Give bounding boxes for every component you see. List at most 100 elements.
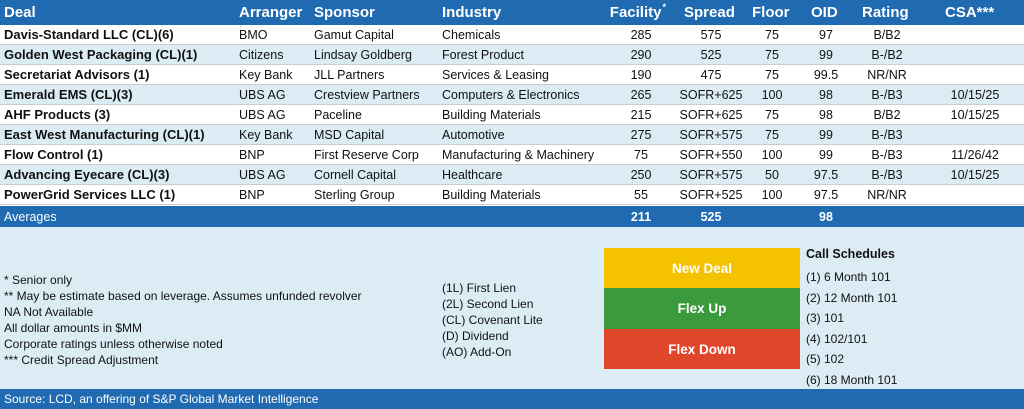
sponsor-cell: Gamut Capital (314, 27, 394, 42)
header-floor: Floor (752, 4, 790, 21)
oid-cell: 99 (819, 127, 833, 142)
industry-cell: Building Materials (442, 187, 541, 202)
call-schedule-item: (3) 101 (806, 311, 845, 325)
abbreviation: (CL) Covenant Lite (442, 313, 543, 327)
notes-panel: * Senior only ** May be estimate based o… (0, 227, 1024, 389)
arranger-cell: Citizens (239, 47, 284, 62)
averages-spread: 525 (700, 209, 722, 224)
deal-name: Golden West Packaging (CL)(1) (4, 47, 198, 62)
table-row: Golden West Packaging (CL)(1) Citizens L… (0, 45, 1024, 65)
call-schedule-item: (1) 6 Month 101 (806, 270, 891, 284)
deal-name: AHF Products (3) (4, 107, 111, 122)
floor-cell: 75 (765, 27, 779, 42)
oid-cell: 97 (819, 27, 833, 42)
spread-cell: 575 (700, 27, 722, 42)
legend-flex-down: Flex Down (604, 329, 800, 369)
floor-cell: 50 (765, 167, 779, 182)
table-row: Flow Control (1) BNP First Reserve Corp … (0, 145, 1024, 165)
rating-cell: B-/B3 (871, 127, 903, 142)
table-row: East West Manufacturing (CL)(1) Key Bank… (0, 125, 1024, 145)
csa-cell (940, 185, 1010, 204)
call-schedule-item: (6) 18 Month 101 (806, 373, 898, 387)
source-footer: Source: LCD, an offering of S&P Global M… (0, 389, 1024, 409)
csa-cell: 10/15/25 (950, 87, 1000, 102)
footnote: All dollar amounts in $MM (4, 321, 143, 335)
header-deal: Deal (4, 4, 36, 21)
rating-cell: NR/NR (867, 187, 907, 202)
facility-cell: 55 (634, 187, 648, 202)
industry-cell: Manufacturing & Machinery (442, 147, 595, 162)
table-row: Davis-Standard LLC (CL)(6) BMO Gamut Cap… (0, 25, 1024, 45)
arranger-cell: Key Bank (239, 127, 293, 142)
abbreviation: (AO) Add-On (442, 345, 512, 359)
rating-cell: B-/B3 (871, 87, 903, 102)
header-facility-mark: * (662, 1, 666, 12)
averages-facility: 211 (630, 209, 652, 224)
spread-cell: 525 (700, 47, 722, 62)
table-row: Secretariat Advisors (1) Key Bank JLL Pa… (0, 65, 1024, 85)
csa-cell (940, 65, 1010, 84)
floor-cell: 75 (765, 127, 779, 142)
spread-cell: SOFR+625 (679, 87, 743, 102)
industry-cell: Healthcare (442, 167, 503, 182)
sponsor-cell: Lindsay Goldberg (314, 47, 412, 62)
header-oid: OID (811, 4, 838, 21)
spread-cell: SOFR+550 (679, 147, 743, 162)
legend-new-deal: New Deal (604, 248, 800, 288)
industry-cell: Chemicals (442, 27, 501, 42)
industry-cell: Forest Product (442, 47, 524, 62)
averages-label: Averages (4, 209, 57, 224)
footnote: * Senior only (4, 273, 73, 287)
floor-cell: 100 (761, 87, 783, 102)
floor-cell: 100 (761, 187, 783, 202)
csa-cell: 10/15/25 (950, 167, 1000, 182)
arranger-cell: BMO (239, 27, 268, 42)
facility-cell: 250 (630, 167, 652, 182)
averages-oid: 98 (819, 209, 833, 224)
industry-cell: Automotive (442, 127, 505, 142)
table-row: AHF Products (3) UBS AG Paceline Buildin… (0, 105, 1024, 125)
abbreviation: (1L) First Lien (442, 281, 517, 295)
facility-cell: 275 (630, 127, 652, 142)
csa-cell: 10/15/25 (950, 107, 1000, 122)
csa-cell (940, 45, 1010, 64)
abbreviation: (D) Dividend (442, 329, 509, 343)
arranger-cell: Key Bank (239, 67, 293, 82)
facility-cell: 215 (630, 107, 652, 122)
deal-name: Emerald EMS (CL)(3) (4, 87, 133, 102)
rating-cell: B/B2 (873, 107, 901, 122)
oid-cell: 98 (819, 107, 833, 122)
table-row: Advancing Eyecare (CL)(3) UBS AG Cornell… (0, 165, 1024, 185)
deal-name: Secretariat Advisors (1) (4, 67, 150, 82)
spread-cell: SOFR+575 (679, 127, 743, 142)
arranger-cell: BNP (239, 147, 265, 162)
arranger-cell: BNP (239, 187, 265, 202)
spread-cell: SOFR+525 (679, 187, 743, 202)
deal-name: Flow Control (1) (4, 147, 103, 162)
header-rating: Rating (862, 4, 909, 21)
facility-cell: 265 (630, 87, 652, 102)
spread-cell: SOFR+625 (679, 107, 743, 122)
averages-row: Averages 211 525 98 (0, 206, 1024, 227)
floor-cell: 75 (765, 47, 779, 62)
facility-cell: 190 (630, 67, 652, 82)
oid-cell: 98 (819, 87, 833, 102)
oid-cell: 99.5 (813, 67, 839, 82)
header-facility: Facility * (596, 0, 666, 25)
arranger-cell: UBS AG (239, 107, 286, 122)
spread-cell: 475 (700, 67, 722, 82)
rating-cell: B/B2 (873, 27, 901, 42)
rating-cell: NR/NR (867, 67, 907, 82)
call-schedule-item: (5) 102 (806, 352, 845, 366)
table-row: PowerGrid Services LLC (1) BNP Sterling … (0, 185, 1024, 205)
spread-cell: SOFR+575 (679, 167, 743, 182)
facility-cell: 75 (634, 147, 648, 162)
abbreviation: (2L) Second Lien (442, 297, 534, 311)
call-schedule-item: (4) 102/101 (806, 332, 868, 346)
arranger-cell: UBS AG (239, 167, 286, 182)
oid-cell: 99 (819, 47, 833, 62)
sponsor-cell: JLL Partners (314, 67, 385, 82)
facility-cell: 285 (630, 27, 652, 42)
footnote: Corporate ratings unless otherwise noted (4, 337, 223, 351)
